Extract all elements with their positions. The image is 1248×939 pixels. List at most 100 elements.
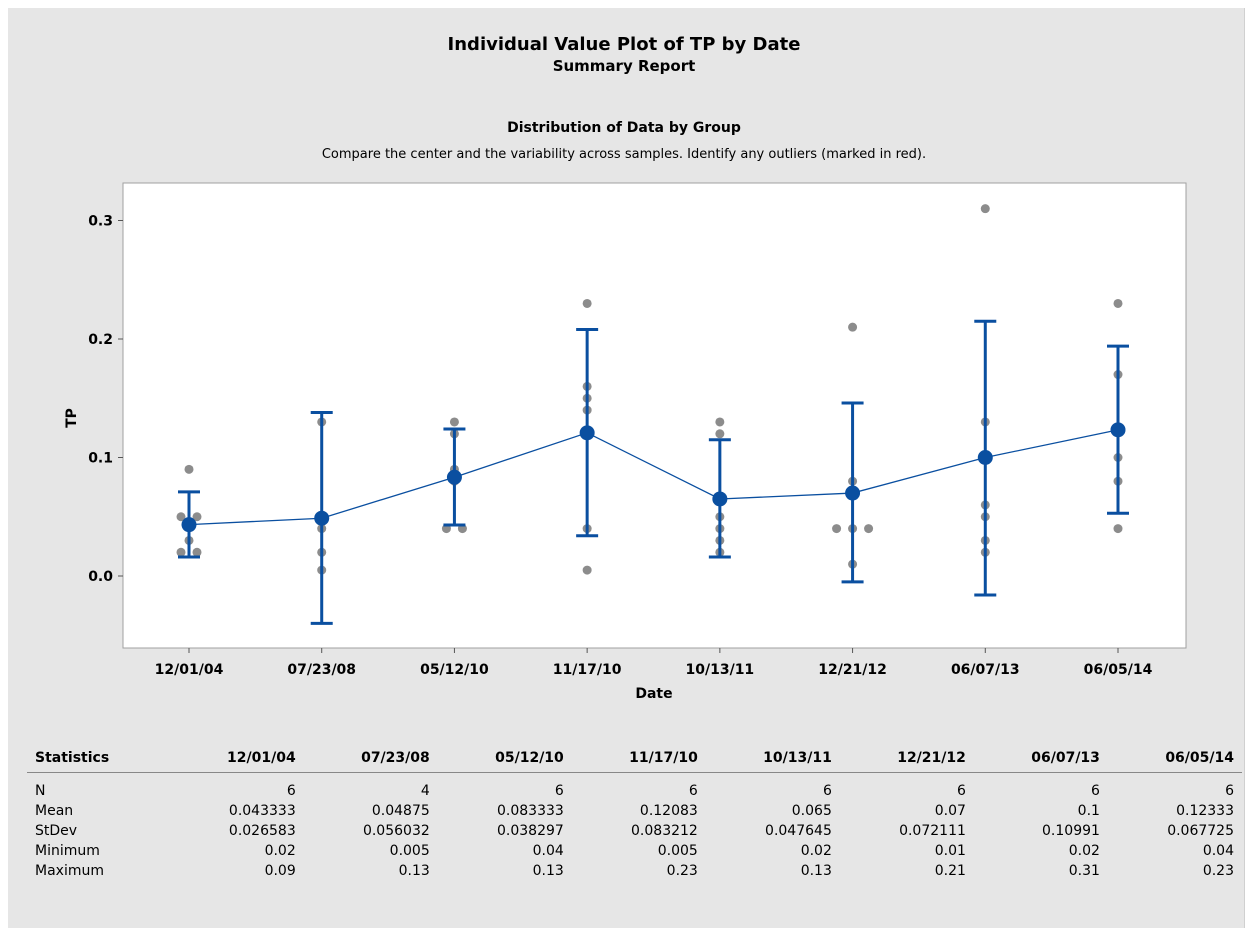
data-point <box>184 464 194 474</box>
table-row: Minimum 0.02 0.005 0.04 0.005 0.02 0.01 0.02 0.0… <box>27 841 1242 861</box>
table-cell: 0.12333 <box>1176 803 1234 819</box>
table-cell: 0.01 <box>934 843 966 859</box>
table-cell: 0.02 <box>1068 843 1100 859</box>
x-tick-label: 10/13/11 <box>686 662 755 678</box>
table-cell: 0.09 <box>264 863 296 879</box>
data-point <box>582 298 592 308</box>
x-tick-label: 11/17/10 <box>553 662 622 678</box>
mean-marker <box>977 450 993 465</box>
table-cell: 0.10991 <box>1042 823 1100 839</box>
table-cell: 6 <box>956 783 966 799</box>
table-cell: 0.072111 <box>899 823 966 839</box>
section-description: Compare the center and the variability a… <box>321 147 927 162</box>
table-cell: 0.067725 <box>1167 823 1234 839</box>
table-cell: 0.04 <box>532 843 564 859</box>
mean-marker <box>579 425 595 441</box>
row-label: Minimum <box>35 843 100 859</box>
section-title: Distribution of Data by Group <box>507 120 741 136</box>
data-point <box>176 512 186 522</box>
statistics-column-header: 12/21/12 <box>839 748 974 773</box>
mean-connect-line <box>188 429 1119 526</box>
table-cell: 0.13 <box>800 863 832 879</box>
table-row: StDev 0.026583 0.056032 0.038297 0.083212 0.0… <box>27 821 1242 841</box>
y-axis-label: TP <box>64 408 80 428</box>
table-cell: 0.13 <box>398 863 430 879</box>
data-point <box>582 565 592 575</box>
x-tick-label: 12/21/12 <box>818 662 887 678</box>
data-point <box>192 512 202 522</box>
mean-marker <box>1110 422 1126 438</box>
y-tick-label: 0.0 <box>88 569 113 585</box>
data-point <box>980 204 990 214</box>
statistics-column-header: 05/12/10 <box>437 748 572 773</box>
data-point <box>1113 298 1123 308</box>
table-cell: 0.038297 <box>496 823 564 839</box>
plot-area <box>122 182 1187 649</box>
table-cell: 0.083212 <box>631 823 698 839</box>
statistics-column-header: 12/01/04 <box>169 748 304 773</box>
data-point <box>1113 524 1123 534</box>
mean-marker <box>314 510 330 526</box>
data-point <box>832 524 842 534</box>
table-cell: 0.1 <box>1077 803 1100 819</box>
report-subtitle: Summary Report <box>552 57 696 75</box>
table-cell: 0.31 <box>1068 863 1100 879</box>
x-tick-label: 12/01/04 <box>155 662 224 678</box>
table-cell: 0.005 <box>389 843 430 859</box>
y-tick-label: 0.1 <box>88 451 113 467</box>
table-row: N 6 4 6 6 6 6 6 6 <box>27 773 1242 802</box>
table-cell: 6 <box>286 783 296 799</box>
table-cell: 6 <box>1225 783 1234 799</box>
table-row: Maximum 0.09 0.13 0.13 0.23 0.13 0.21 0.31 0.23 <box>27 861 1242 881</box>
table-cell: 0.02 <box>264 843 296 859</box>
table-cell: 0.065 <box>791 803 832 819</box>
statistics-header: Statistics <box>27 748 170 773</box>
table-cell: 0.04875 <box>371 803 430 819</box>
row-label: Mean <box>35 803 74 819</box>
statistics-column-header: 10/13/11 <box>705 748 840 773</box>
table-cell: 0.083333 <box>496 803 564 819</box>
table-cell: 0.047645 <box>765 823 832 839</box>
data-point <box>176 547 186 557</box>
table-cell: 6 <box>688 783 698 799</box>
data-point <box>715 429 725 439</box>
row-label: StDev <box>35 823 78 839</box>
data-point <box>192 547 202 557</box>
table-row: Mean 0.043333 0.04875 0.083333 0.12083 0.065 0… <box>27 801 1242 821</box>
data-point <box>715 417 725 427</box>
table-cell: 6 <box>554 783 564 799</box>
report-title: Individual Value Plot of TP by Date <box>447 34 801 55</box>
table-cell: 4 <box>420 783 430 799</box>
table-cell: 0.23 <box>666 863 698 879</box>
y-tick-label: 0.3 <box>88 214 113 230</box>
statistics-column-header: 11/17/10 <box>571 748 706 773</box>
table-cell: 6 <box>822 783 832 799</box>
table-cell: 6 <box>1091 783 1100 799</box>
table-cell: 0.07 <box>934 803 966 819</box>
y-tick-label: 0.2 <box>88 332 113 348</box>
mean-marker <box>845 485 861 501</box>
table-cell: 0.04 <box>1202 843 1234 859</box>
table-cell: 0.026583 <box>228 823 296 839</box>
table-cell: 0.056032 <box>362 823 430 839</box>
table-cell: 0.043333 <box>228 803 296 819</box>
row-label: Maximum <box>35 863 104 879</box>
x-tick-label: 06/07/13 <box>951 662 1020 678</box>
data-point <box>864 524 874 534</box>
data-point <box>848 322 858 332</box>
x-tick-label: 06/05/14 <box>1084 662 1153 678</box>
statistics-column-header: 06/07/13 <box>973 748 1108 773</box>
table-cell: 0.13 <box>532 863 564 879</box>
x-axis-label: Date <box>635 686 672 702</box>
table-cell: 0.12083 <box>639 803 698 819</box>
statistics-column-header: 06/05/14 <box>1107 748 1242 773</box>
statistics-column-header: 07/23/08 <box>303 748 438 773</box>
table-cell: 0.02 <box>800 843 832 859</box>
statistics-header-row: Statistics 12/01/04 07/23/08 05/12/10 11/17… <box>27 748 1242 773</box>
table-cell: 0.005 <box>657 843 698 859</box>
statistics-table: Statistics 12/01/04 07/23/08 05/12/10 11/17… <box>27 748 1242 881</box>
x-tick-label: 05/12/10 <box>420 662 489 678</box>
data-point <box>449 417 459 427</box>
mean-marker <box>181 517 197 533</box>
mean-marker <box>712 491 728 507</box>
